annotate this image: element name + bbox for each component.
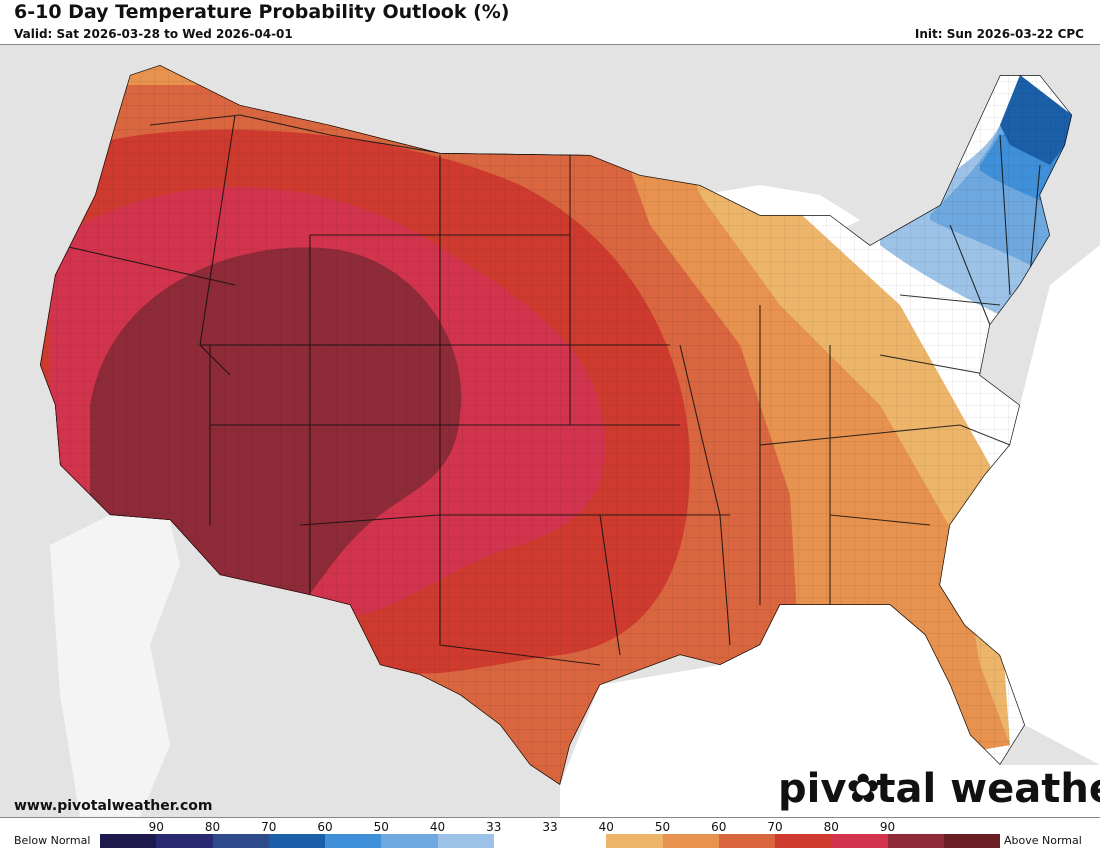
brand-logo: piv✿tal weather <box>778 766 1100 812</box>
legend-swatch <box>381 834 438 848</box>
legend-swatch <box>493 834 550 848</box>
legend-tick-label: 90 <box>879 820 896 834</box>
legend-tick-label: 70 <box>261 820 277 834</box>
legend-swatch <box>662 834 719 848</box>
legend-tick-label: 70 <box>767 820 783 834</box>
legend-tick-label: 50 <box>373 820 389 834</box>
legend-swatch <box>550 834 607 848</box>
legend-tick-label: 60 <box>317 820 333 834</box>
atlantic-water <box>940 245 1100 765</box>
legend-ticks: 90 80 70 60 50 40 33 33 40 50 60 70 80 90 <box>100 820 1000 834</box>
legend-swatch <box>718 834 775 848</box>
legend-swatch <box>775 834 832 848</box>
map-svg <box>0 45 1100 817</box>
brand-text-start: piv <box>778 766 847 812</box>
legend-tick-label: 80 <box>823 820 839 834</box>
outlook-map <box>0 44 1100 818</box>
legend-swatch <box>100 834 157 848</box>
legend-swatch <box>156 834 213 848</box>
state-boundaries <box>59 114 1041 666</box>
header: 6-10 Day Temperature Probability Outlook… <box>0 0 1100 44</box>
map-title: 6-10 Day Temperature Probability Outlook… <box>14 1 510 23</box>
legend-swatch <box>606 834 663 848</box>
legend-swatch <box>268 834 325 848</box>
legend-tick-label: 90 <box>148 820 164 834</box>
legend-swatch <box>831 834 888 848</box>
gulf-water <box>560 605 1100 817</box>
legend-swatch <box>943 834 1000 848</box>
legend-tick-label: 40 <box>598 820 614 834</box>
brand-text-end: tal weather <box>876 766 1100 812</box>
pacific-water <box>50 515 180 817</box>
legend-swatch <box>437 834 494 848</box>
legend-swatch <box>887 834 944 848</box>
legend-tick-label: 33 <box>486 820 502 834</box>
legend-tick-label: 33 <box>542 820 558 834</box>
valid-range: Valid: Sat 2026-03-28 to Wed 2026-04-01 <box>14 27 293 41</box>
legend-tick-label: 60 <box>711 820 727 834</box>
legend-tick-label: 80 <box>204 820 221 834</box>
legend-tick-label: 40 <box>429 820 446 834</box>
init-time: Init: Sun 2026-03-22 CPC <box>914 27 1084 41</box>
gear-icon: ✿ <box>846 766 880 812</box>
legend-below-label: Below Normal <box>14 834 91 847</box>
legend-swatch <box>325 834 382 848</box>
legend-swatch <box>212 834 269 848</box>
legend-tick-label: 50 <box>654 820 671 834</box>
legend-swatches <box>100 834 1000 848</box>
legend-above-label: Above Normal <box>1004 834 1082 847</box>
website-url: www.pivotalweather.com <box>14 798 213 814</box>
color-legend: Below Normal 90 80 70 60 50 40 33 33 40 50 60 70 80 9… <box>0 818 1100 850</box>
